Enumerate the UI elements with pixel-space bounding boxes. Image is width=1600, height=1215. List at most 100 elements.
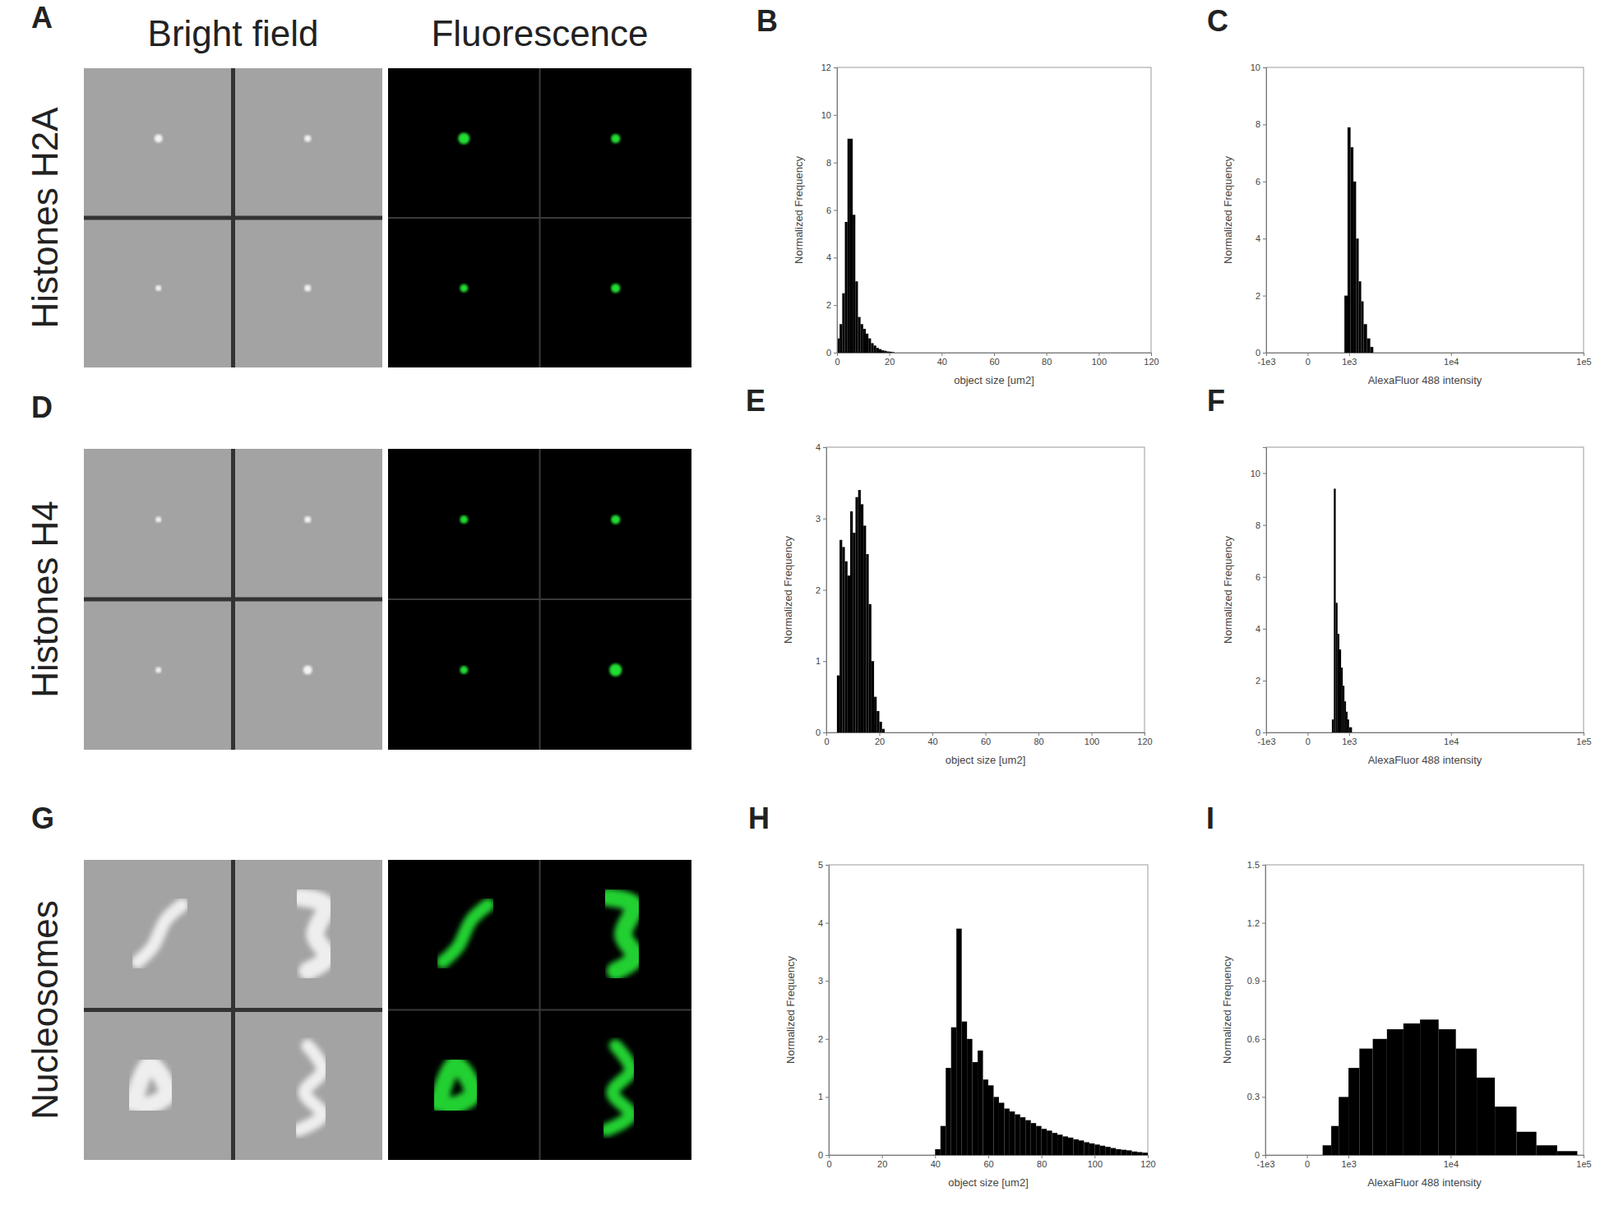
bars [1344,127,1374,353]
y-axis: 024681012 [821,62,838,358]
tick-mark [823,518,827,520]
tick-label: 4 [1255,624,1261,634]
tick: 100 [1084,732,1100,747]
tick: 1e3 [1341,732,1357,747]
tick-label: 0 [818,1150,824,1161]
tick-label: 4 [818,918,824,929]
x-axis: -1e301e31e41e5 [1257,352,1591,367]
tick-label: 0.3 [1247,1091,1260,1102]
tick-label: 3 [815,513,821,524]
bar [1110,1148,1116,1156]
tick-label: 0 [1305,736,1311,747]
bar [852,214,856,353]
bar [845,561,848,733]
plot-frame [1266,67,1584,353]
bar [1370,346,1374,353]
tick: 0 [1255,727,1267,738]
bar [1341,667,1343,733]
bar [1142,1152,1148,1156]
bars [836,138,895,353]
tick: 1e5 [1576,352,1591,367]
tick-label: 8 [826,157,832,168]
cell-fluorescent [438,1063,474,1106]
cell-bright [300,897,328,972]
tick: 0 [826,347,837,358]
cell-bright [303,665,313,676]
bar [1363,323,1367,353]
tick: 6 [1255,176,1267,187]
bar [865,554,869,733]
panel-label: D [31,390,53,425]
tick-label: 100 [1091,356,1107,367]
tick: 2 [815,585,827,596]
bar [850,511,853,733]
axis-line [833,68,838,354]
figure: Bright fieldFluorescenceAHistones H2ADHi… [0,0,1600,1215]
tick: 10 [821,110,837,121]
bar [1344,701,1346,733]
panel-label: B [756,4,778,38]
bar [988,1085,994,1156]
cell-bright [298,1045,323,1130]
tick-mark [994,352,995,357]
tick-label: 4 [1255,233,1261,244]
tick-mark [1262,864,1266,866]
image-divider [388,1009,692,1012]
panel-label: E [745,383,766,418]
bar [882,729,885,733]
tick-label: 60 [983,1159,994,1170]
bright-field-image [83,448,383,750]
tick-mark [1262,980,1266,982]
tick: 10 [1250,62,1267,73]
bar [1014,1114,1020,1156]
tick-label: 1e3 [1341,356,1357,367]
panel-label: F [1206,383,1226,418]
tick-label: 40 [937,356,948,367]
x-axis-title: AlexaFluor 488 intensity [1368,753,1483,767]
tick-mark [1144,732,1146,736]
bar [1100,1146,1106,1156]
bar [977,1050,983,1156]
axis-line [823,448,828,734]
y-axis-title: Normalized Frequency [784,956,797,1064]
tick-mark [889,352,891,357]
bars [1331,488,1352,733]
tick-mark [934,1155,936,1159]
cell-fluorescent [459,515,468,524]
tick-label: 60 [980,736,991,747]
panel-label: H [748,801,770,836]
cell-bright [155,517,162,523]
bar [1336,602,1338,733]
bar [1009,1111,1015,1156]
row-label: Nucleosomes [24,900,65,1120]
tick-label: 0 [1255,347,1261,358]
bar [1361,301,1365,353]
bar [839,323,842,353]
tick: 2 [826,300,837,310]
fluorescence-image [388,68,692,368]
x-axis: -1e301e31e41e5 [1256,1155,1591,1170]
plot-frame [826,447,1145,733]
tick-label: 1.2 [1247,918,1260,929]
bar [1132,1151,1138,1156]
tick: 2 [1255,675,1267,686]
image-background [83,68,383,368]
tick-mark [1262,295,1267,297]
bar [889,351,893,353]
image-background [388,860,692,1161]
tick: 8 [826,157,837,168]
tick: 1e3 [1341,352,1357,367]
bar [1331,1126,1339,1156]
bar [857,317,861,353]
bar [1094,1144,1100,1156]
bar [966,1039,972,1156]
tick-mark [1307,732,1309,736]
axis-line [1262,68,1268,354]
plot-frame [836,67,1152,353]
cell-bright [155,285,162,292]
bar [870,342,874,353]
bar [847,575,851,733]
tick-label: 2 [818,1034,824,1045]
bar [1373,1039,1388,1156]
bar [1494,1106,1517,1156]
